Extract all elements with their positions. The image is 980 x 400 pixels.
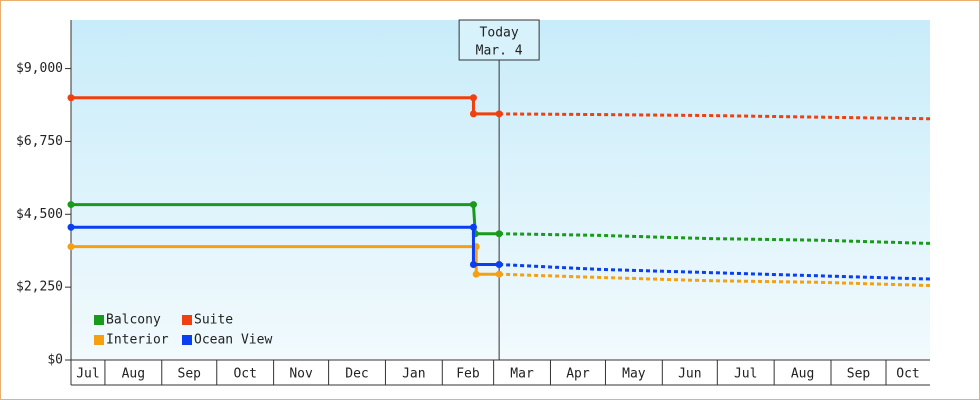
price-point xyxy=(495,230,503,238)
today-label: Mar. 4 xyxy=(476,44,523,59)
price-line xyxy=(71,245,500,276)
y-tick-label: $4,500 xyxy=(16,207,63,222)
today-label: Today xyxy=(480,26,519,41)
x-tick-label: Apr xyxy=(566,367,590,382)
price-point xyxy=(495,260,503,268)
price-point xyxy=(67,94,75,102)
price-point xyxy=(469,201,477,209)
x-tick-label: Aug xyxy=(122,367,145,382)
price-point xyxy=(67,223,75,231)
x-tick-label: Oct xyxy=(233,367,256,382)
legend-swatch xyxy=(182,315,192,325)
price-point xyxy=(495,270,503,278)
legend-swatch xyxy=(94,335,104,345)
x-tick-label: Jul xyxy=(734,367,757,382)
y-tick-label: $2,250 xyxy=(16,280,63,295)
x-tick-label: Dec xyxy=(345,367,368,382)
legend-swatch xyxy=(182,335,192,345)
price-point xyxy=(469,260,477,268)
legend-swatch xyxy=(94,315,104,325)
price-point xyxy=(67,243,75,251)
forecast-line xyxy=(499,272,931,288)
price-line xyxy=(71,225,500,266)
forecast-line xyxy=(499,232,931,245)
legend-label: Interior xyxy=(106,333,169,348)
x-tick-label: Aug xyxy=(791,367,814,382)
x-tick-label: Nov xyxy=(289,367,313,382)
price-line xyxy=(71,203,500,236)
price-point xyxy=(67,201,75,209)
x-tick-label: Mar xyxy=(510,367,534,382)
price-point xyxy=(469,94,477,102)
price-point xyxy=(469,110,477,118)
x-tick-label: Feb xyxy=(456,367,480,382)
legend-label: Ocean View xyxy=(194,333,272,348)
x-tick-label: Sep xyxy=(847,367,871,382)
forecast-line xyxy=(499,262,931,281)
legend-label: Suite xyxy=(194,313,233,328)
y-tick-label: $6,750 xyxy=(16,134,63,149)
y-tick-label: $9,000 xyxy=(16,61,63,76)
plot-area xyxy=(71,20,930,360)
price-line xyxy=(71,96,500,116)
x-tick-label: Jan xyxy=(402,367,425,382)
price-point xyxy=(469,223,477,231)
x-tick-label: Jul xyxy=(76,367,99,382)
y-tick-label: $0 xyxy=(47,353,63,368)
price-point xyxy=(472,270,480,278)
x-tick-label: Sep xyxy=(178,367,202,382)
x-tick-label: Oct xyxy=(896,367,919,382)
legend-label: Balcony xyxy=(106,313,161,328)
x-tick-label: May xyxy=(622,367,646,382)
forecast-line xyxy=(499,112,931,121)
x-tick-label: Jun xyxy=(678,367,701,382)
today-box xyxy=(458,19,540,61)
price-point xyxy=(495,110,503,118)
